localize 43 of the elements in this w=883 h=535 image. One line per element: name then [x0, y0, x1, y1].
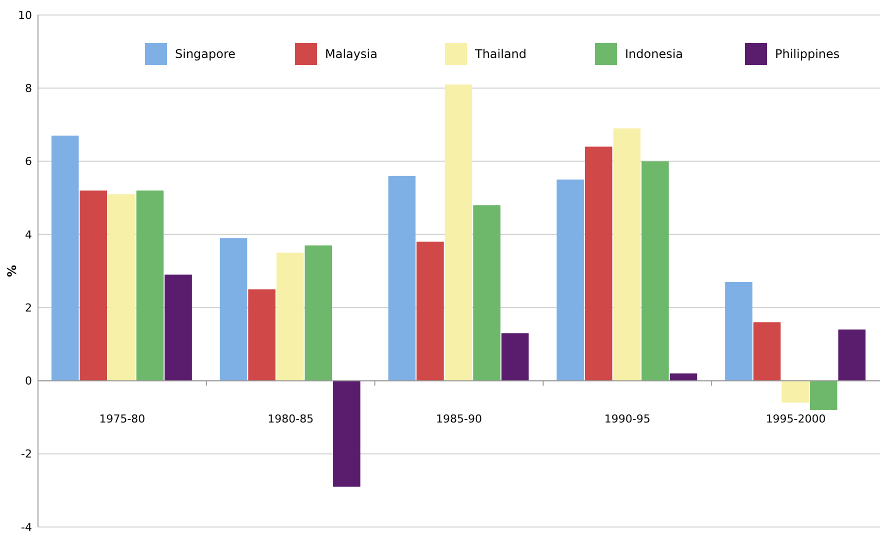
bar: [838, 330, 866, 381]
bar: [416, 242, 444, 381]
x-tick-label: 1990-95: [604, 412, 650, 426]
y-tick-label: -4: [21, 520, 32, 534]
bar: [248, 289, 276, 381]
bar: [501, 333, 529, 381]
bar: [164, 274, 192, 381]
bar: [753, 322, 781, 381]
bar: [388, 176, 416, 381]
y-tick-label: -2: [21, 448, 32, 461]
bar: [556, 180, 584, 381]
x-tick-label: 1985-90: [436, 412, 482, 426]
bar: [642, 161, 669, 381]
legend-label: Singapore: [175, 47, 236, 62]
legend-label: Indonesia: [625, 47, 684, 62]
x-tick-label: 1975-80: [99, 412, 146, 426]
y-tick-label: 10: [18, 8, 32, 22]
bar: [810, 380, 838, 410]
legend-label: Thailand: [474, 47, 527, 62]
bar: [473, 205, 500, 381]
legend-label: Malaysia: [325, 47, 378, 62]
bar: [782, 380, 809, 403]
x-tick-label: 1995-2000: [766, 412, 826, 426]
bar: [276, 252, 304, 381]
x-tick-label: 1980-85: [268, 412, 314, 426]
bar: [51, 136, 79, 381]
bar: [584, 146, 612, 381]
bar: [444, 84, 472, 381]
bar: [108, 194, 136, 381]
y-tick-label: 8: [25, 82, 32, 95]
bar: [613, 128, 641, 381]
legend-label: Philippines: [775, 47, 840, 62]
bar: [80, 190, 108, 381]
bar: [136, 190, 164, 381]
y-axis-title: %: [5, 264, 19, 278]
y-tick-label: 0: [25, 374, 32, 388]
bar: [304, 245, 332, 381]
y-tick-label: 6: [25, 155, 32, 168]
bar: [725, 282, 752, 381]
y-tick-label: 4: [25, 228, 32, 242]
y-tick-label: 2: [25, 301, 32, 314]
bar: [333, 380, 360, 487]
bar: [220, 238, 248, 381]
